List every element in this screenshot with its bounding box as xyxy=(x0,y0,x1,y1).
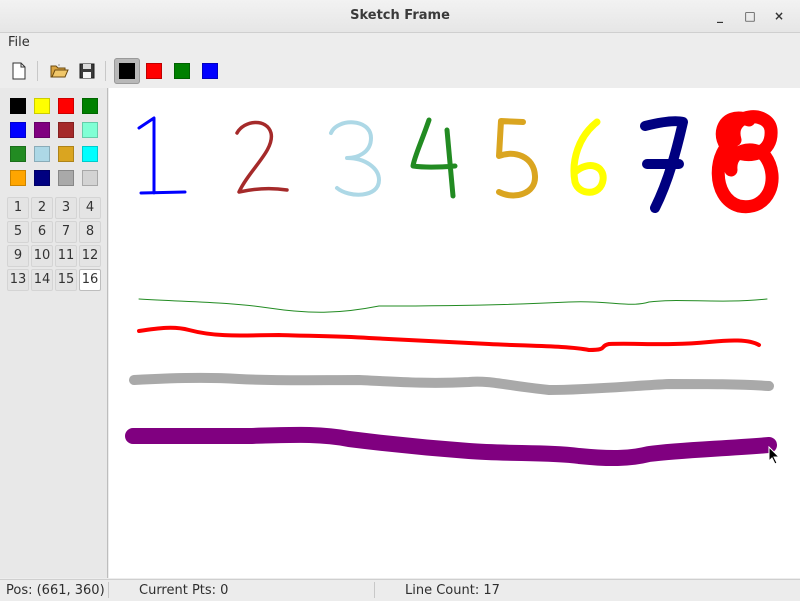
color-swatch xyxy=(34,170,50,186)
mouse-cursor-icon xyxy=(768,446,781,465)
color-swatch xyxy=(34,98,50,114)
window-title: Sketch Frame xyxy=(350,8,450,23)
width-button-14[interactable]: 14 xyxy=(31,269,53,291)
title-bar: Sketch Frame _ □ × xyxy=(0,0,800,33)
color-swatch xyxy=(10,170,26,186)
color-swatch xyxy=(82,146,98,162)
status-separator xyxy=(374,582,375,598)
width-button-7[interactable]: 7 xyxy=(55,221,77,243)
color-swatch xyxy=(146,63,162,79)
sketch-digit-8 xyxy=(711,110,779,214)
width-button-12[interactable]: 12 xyxy=(79,245,101,267)
color-swatch xyxy=(10,122,26,138)
color-swatch xyxy=(82,98,98,114)
palette-color-forest-green[interactable] xyxy=(6,142,30,166)
toolbar-separator xyxy=(37,61,38,81)
color-swatch xyxy=(202,63,218,79)
color-swatch xyxy=(58,170,74,186)
maximize-button[interactable]: □ xyxy=(744,9,756,23)
palette-color-dark-gray[interactable] xyxy=(54,166,78,190)
width-button-15[interactable]: 15 xyxy=(55,269,77,291)
width-button-5[interactable]: 5 xyxy=(7,221,29,243)
sketch-digit-6 xyxy=(570,118,607,196)
status-current-points: Current Pts: 0 xyxy=(139,583,229,598)
color-palette xyxy=(6,94,102,190)
color-swatch xyxy=(34,122,50,138)
toolbar xyxy=(0,56,800,86)
color-swatch xyxy=(82,170,98,186)
width-button-13[interactable]: 13 xyxy=(7,269,29,291)
status-line-count: Line Count: 17 xyxy=(405,583,500,598)
sketch-digit-4 xyxy=(410,117,458,199)
toolbar-color-blue[interactable] xyxy=(197,58,223,84)
open-button[interactable] xyxy=(47,59,71,83)
color-swatch xyxy=(82,122,98,138)
width-button-16[interactable]: 16 xyxy=(79,269,101,291)
sketch-stroke-gray xyxy=(129,372,774,395)
sketch-digit-1 xyxy=(137,116,187,195)
palette-color-brown[interactable] xyxy=(54,118,78,142)
minimize-button[interactable]: _ xyxy=(717,9,723,23)
toolbar-separator xyxy=(105,61,106,81)
toolbar-color-green[interactable] xyxy=(169,58,195,84)
palette-color-aquamarine[interactable] xyxy=(78,118,102,142)
palette-color-cyan[interactable] xyxy=(78,142,102,166)
status-separator xyxy=(108,582,109,598)
color-swatch xyxy=(58,146,74,162)
width-button-6[interactable]: 6 xyxy=(31,221,53,243)
color-swatch xyxy=(34,146,50,162)
toolbar-color-black[interactable] xyxy=(114,58,140,84)
drawing-svg xyxy=(125,110,779,467)
palette-color-black[interactable] xyxy=(6,94,30,118)
new-file-button[interactable] xyxy=(7,59,31,83)
palette-color-red[interactable] xyxy=(54,94,78,118)
color-swatch xyxy=(10,98,26,114)
drawing-canvas[interactable] xyxy=(109,88,800,578)
toolbar-color-red[interactable] xyxy=(141,58,167,84)
color-swatch xyxy=(119,63,135,79)
sketch-digit-2 xyxy=(235,120,289,194)
save-button[interactable] xyxy=(75,59,99,83)
width-button-1[interactable]: 1 xyxy=(7,197,29,219)
sketch-digit-3 xyxy=(329,120,381,197)
color-swatch xyxy=(58,122,74,138)
sketch-digit-7 xyxy=(640,116,688,213)
palette-color-green[interactable] xyxy=(78,94,102,118)
width-button-3[interactable]: 3 xyxy=(55,197,77,219)
palette-color-light-blue[interactable] xyxy=(30,142,54,166)
menu-bar: File xyxy=(0,33,800,53)
new-file-icon xyxy=(12,62,26,80)
width-button-9[interactable]: 9 xyxy=(7,245,29,267)
tool-panel: 1 2 3 4 5 6 7 8 9 10 11 12 13 14 15 16 xyxy=(0,88,108,578)
status-bar: Pos: (661, 360) Current Pts: 0 Line Coun… xyxy=(0,579,800,601)
sketch-stroke-purple xyxy=(125,426,777,467)
open-folder-icon xyxy=(50,64,69,78)
color-swatch xyxy=(174,63,190,79)
status-position: Pos: (661, 360) xyxy=(6,583,105,598)
color-swatch xyxy=(58,98,74,114)
sketch-digit-5 xyxy=(496,118,538,199)
width-button-8[interactable]: 8 xyxy=(79,221,101,243)
palette-color-light-gray[interactable] xyxy=(78,166,102,190)
palette-color-purple[interactable] xyxy=(30,118,54,142)
width-button-11[interactable]: 11 xyxy=(55,245,77,267)
close-button[interactable]: × xyxy=(773,9,785,23)
palette-color-blue[interactable] xyxy=(6,118,30,142)
width-button-4[interactable]: 4 xyxy=(79,197,101,219)
menu-file[interactable]: File xyxy=(8,35,30,50)
width-button-10[interactable]: 10 xyxy=(31,245,53,267)
width-selector: 1 2 3 4 5 6 7 8 9 10 11 12 13 14 15 16 xyxy=(6,196,102,292)
palette-color-navy[interactable] xyxy=(30,166,54,190)
sketch-stroke-red xyxy=(137,325,761,352)
palette-color-goldenrod[interactable] xyxy=(54,142,78,166)
width-button-2[interactable]: 2 xyxy=(31,197,53,219)
palette-color-yellow[interactable] xyxy=(30,94,54,118)
palette-color-orange[interactable] xyxy=(6,166,30,190)
save-disk-icon xyxy=(79,63,95,79)
color-swatch xyxy=(10,146,26,162)
sketch-stroke-thin-green xyxy=(138,298,768,313)
